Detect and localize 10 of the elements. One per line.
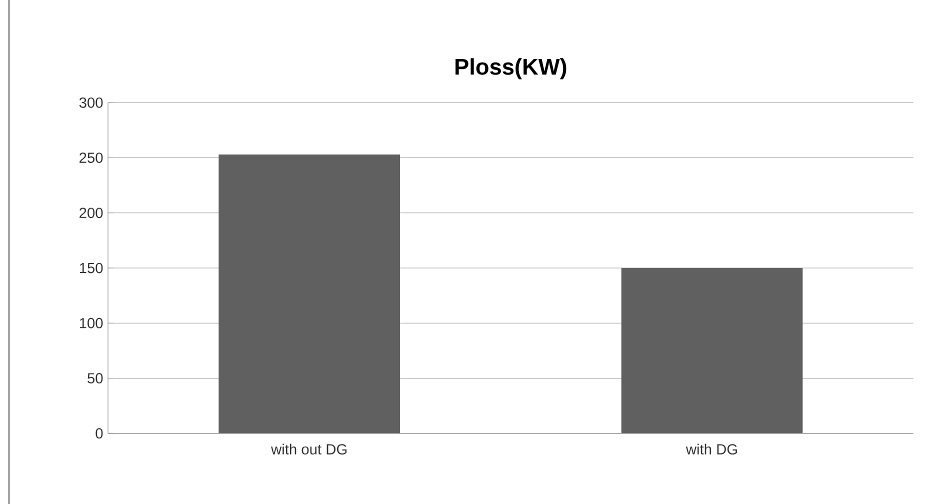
y-tick-label: 150 [80,262,103,274]
x-tick-label: with DG [686,444,737,455]
y-tick-label: 200 [80,208,103,218]
y-tick-label: 50 [88,373,103,384]
y-tick-label: 100 [80,318,103,328]
y-tick-label: 0 [96,428,103,439]
y-tick-label: 300 [79,97,103,108]
x-tick-label: with out DG [271,444,347,455]
y-tick-label: 250 [80,152,103,163]
chart-title: Ploss(KW) [456,58,566,80]
